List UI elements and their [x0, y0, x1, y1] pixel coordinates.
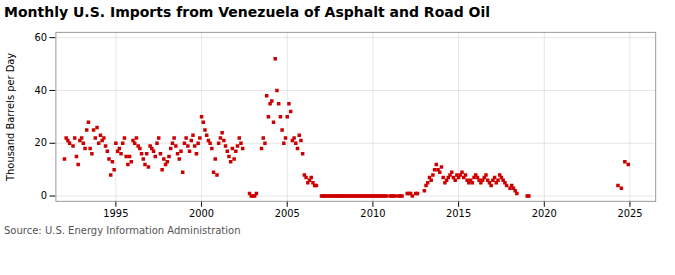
svg-text:0: 0 — [41, 190, 47, 201]
svg-text:2020: 2020 — [532, 208, 557, 219]
svg-text:2010: 2010 — [360, 208, 385, 219]
html-text:Source: U.S. Energy Informatio: Source: U.S. Energy Information Administ… — [4, 224, 241, 236]
svg-text:60: 60 — [34, 32, 47, 43]
svg-text:2005: 2005 — [275, 208, 300, 219]
svg-text:Thousand Barrels per Day: Thousand Barrels per Day — [5, 53, 16, 182]
svg-text:2015: 2015 — [446, 208, 471, 219]
svg-text:2000: 2000 — [189, 208, 214, 219]
svg-text:40: 40 — [34, 85, 47, 96]
html-text:Monthly U.S. Imports from Vene: Monthly U.S. Imports from Venezuela of A… — [4, 4, 491, 20]
svg-text:2025: 2025 — [617, 208, 642, 219]
svg-text:20: 20 — [34, 137, 47, 148]
svg-text:1995: 1995 — [103, 208, 128, 219]
